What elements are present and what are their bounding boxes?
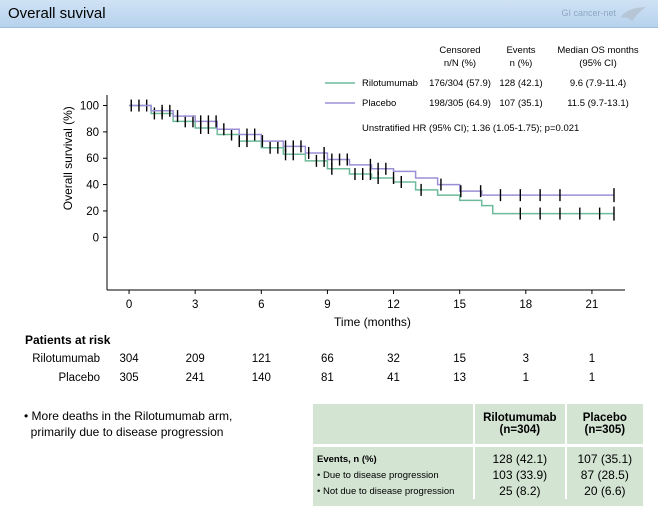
risk-value: 41 [387, 372, 400, 384]
x-tick-label: 21 [586, 299, 599, 311]
risk-value: 32 [387, 353, 400, 365]
x-tick-label: 15 [453, 299, 466, 311]
risk-value: 13 [453, 372, 467, 384]
title-bar: Overall suvival GI cancer-net [0, 0, 658, 28]
table-header: Rilotumumab (n=304) [473, 404, 566, 447]
risk-value: 140 [251, 372, 271, 384]
x-tick-label: 3 [192, 299, 198, 311]
legend-events: 128 (42.1) [499, 78, 542, 89]
hazard-ratio: Unstratified HR (95% CI); 1.36 (1.05-1.7… [362, 123, 579, 134]
y-tick-label: 100 [80, 101, 99, 113]
legend-series-name: Rilotumumab [362, 78, 418, 89]
brand-logo-icon [620, 7, 646, 21]
legend-col-header: Events [506, 45, 535, 56]
legend-censored: 198/305 (64.9) [429, 98, 491, 109]
risk-value: 209 [185, 353, 205, 365]
risk-row-label: Rilotumumab [32, 353, 100, 365]
x-tick-label: 9 [324, 299, 330, 311]
risk-header: Patients at risk [25, 333, 111, 347]
legend-median: 11.5 (9.7-13.1) [567, 98, 629, 109]
risk-value: 1 [522, 372, 529, 384]
x-tick-label: 6 [258, 299, 264, 311]
x-tick-label: 12 [387, 299, 400, 311]
note-text: • More deaths in the Rilotumumab arm, pr… [24, 408, 232, 440]
risk-value: 1 [588, 372, 596, 384]
risk-value: 305 [119, 372, 139, 384]
risk-value: 1 [588, 353, 596, 365]
x-tick-label: 18 [519, 299, 532, 311]
series-line-placebo [129, 104, 614, 196]
brand-text: GI cancer-net [561, 8, 616, 18]
series-line-rilotumumab [129, 104, 614, 215]
legend-censored: 176/304 (57.9) [429, 78, 491, 89]
legend-median: 9.6 (7.9-11.4) [570, 78, 626, 89]
risk-row-label: Placebo [58, 372, 100, 384]
legend-col-header: n/N (%) [444, 58, 476, 69]
note-line: primarily due to disease progression [24, 425, 224, 439]
y-tick-label: 40 [86, 180, 99, 192]
events-table: Rilotumumab (n=304) Placebo (n=305) Events… [313, 404, 643, 506]
y-tick-label: 20 [86, 206, 99, 218]
page-title: Overall suvival [8, 5, 106, 22]
y-tick-label: 0 [93, 232, 99, 244]
risk-value: 3 [522, 353, 529, 365]
table-row: • Not due to disease progression 25 (8.2… [313, 483, 643, 499]
legend-col-header: Median OS months [557, 45, 639, 56]
y-tick-label: 80 [86, 127, 99, 139]
table-row: Events, n (%) 128 (42.1) 107 (35.1) [313, 445, 643, 467]
table-corner [313, 404, 474, 447]
y-tick-label: 60 [86, 153, 99, 165]
x-tick-label: 0 [126, 299, 132, 311]
table-row: • Due to disease progression 103 (33.9) … [313, 467, 643, 483]
legend-series-name: Placebo [362, 98, 396, 109]
risk-value: 121 [251, 353, 271, 365]
x-axis-label: Time (months) [334, 315, 411, 329]
risk-value: 241 [185, 372, 205, 384]
risk-value: 15 [453, 353, 467, 365]
note-line: • More deaths in the Rilotumumab arm, [24, 409, 233, 423]
legend-col-header: n (%) [510, 58, 533, 69]
y-axis-label: Overall survival (%) [61, 106, 75, 210]
legend-col-header: (95% CI) [579, 58, 616, 69]
table-header: Placebo (n=305) [564, 404, 643, 447]
risk-value: 304 [119, 353, 139, 365]
risk-value: 66 [321, 353, 334, 365]
legend-col-header: Censored [439, 45, 480, 56]
legend-events: 107 (35.1) [499, 98, 542, 109]
risk-value: 81 [321, 372, 334, 384]
